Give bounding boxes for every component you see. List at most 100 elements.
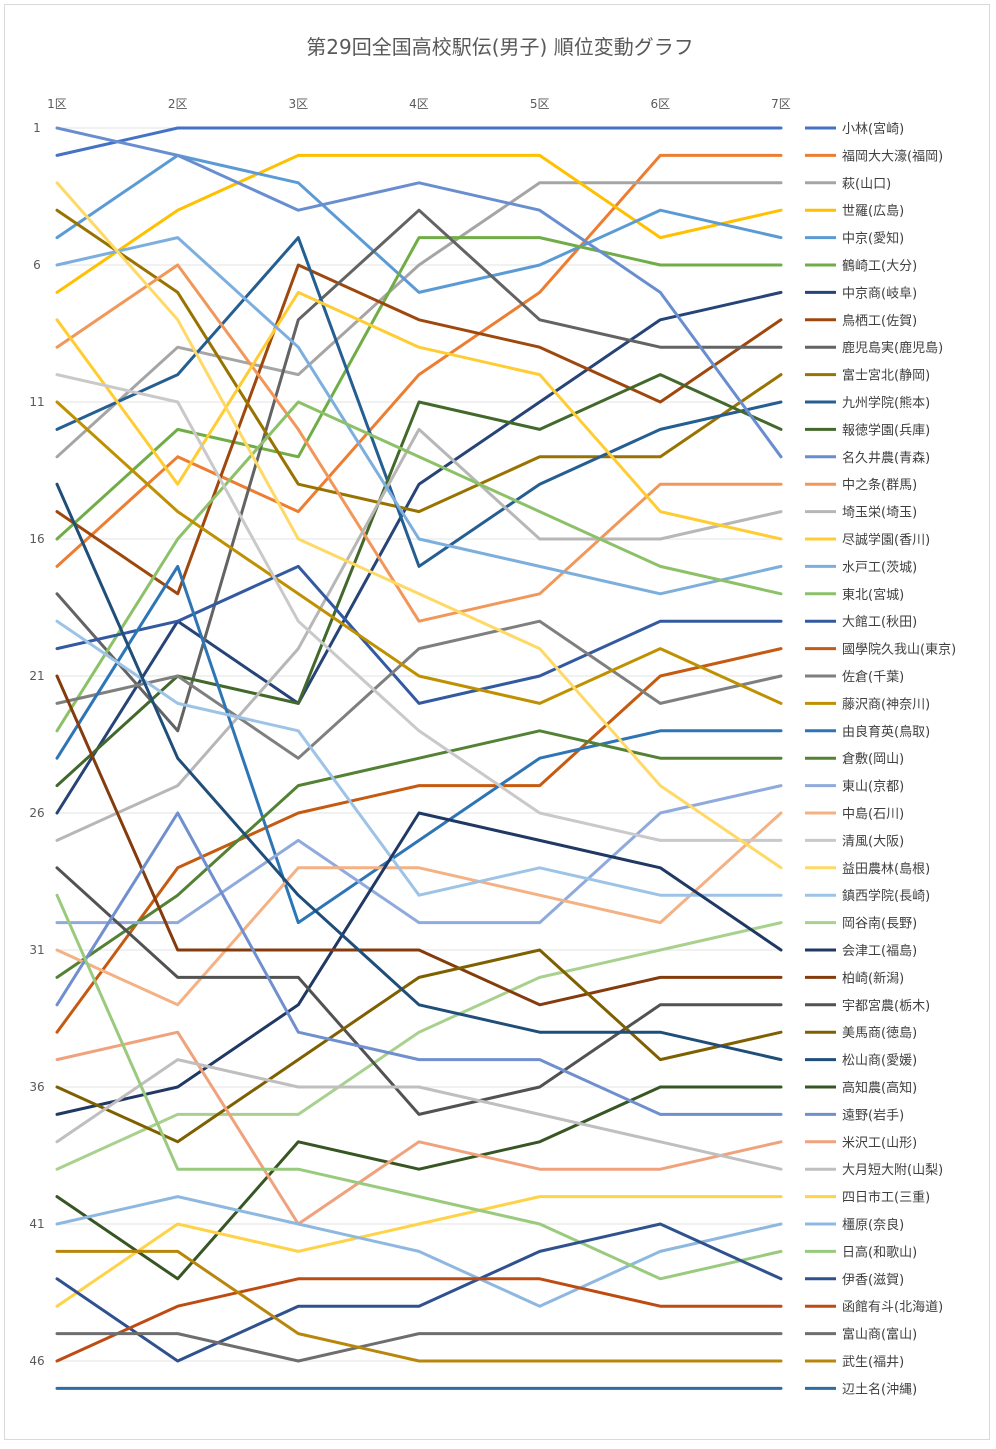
legend-label: 松山商(愛媛): [842, 1054, 917, 1069]
series-line: [55, 674, 783, 1007]
x-tick-label: 6区: [651, 97, 671, 111]
series-line: [55, 181, 783, 870]
series-line: [55, 153, 783, 294]
legend-label: 中京商(岐阜): [842, 285, 917, 301]
legend-label: 遠野(岩手): [842, 1108, 904, 1123]
series-line: [55, 1030, 783, 1226]
legend-label: 武生(福井): [842, 1355, 904, 1370]
series-line: [55, 126, 783, 157]
series-line: [55, 427, 783, 842]
y-tick-label: 26: [29, 806, 44, 820]
legend: 小林(宮崎) 福岡大大濠(福岡) 萩(山口) 世羅(広島) 中京(愛知) 鶴崎工(大分) 中…: [805, 121, 956, 1397]
series-line: [55, 400, 783, 705]
series-line: [55, 1332, 783, 1363]
legend-label: 宇都宮農(栃木): [842, 998, 930, 1014]
series-line: [55, 811, 783, 1007]
series-line: [55, 1058, 783, 1171]
series-line: [55, 290, 783, 815]
series-line: [55, 263, 783, 596]
legend-label: 函館有斗(北海道): [842, 1300, 943, 1315]
legend-label: 世羅(広島): [842, 204, 904, 219]
series-line: [55, 893, 783, 1281]
legend-label: 岡谷南(長野): [842, 916, 917, 932]
legend-label: 名久井農(青森): [842, 450, 930, 466]
series-line: [55, 1249, 783, 1363]
series-line: [55, 181, 783, 459]
legend-label: 倉敷(岡山): [842, 752, 904, 767]
legend-label: 中島(石川): [842, 807, 904, 822]
series-line: [55, 1277, 783, 1363]
series-line: [55, 1195, 783, 1308]
series-line: [55, 153, 783, 568]
legend-label: 萩(山口): [842, 177, 891, 192]
series-line: [55, 400, 783, 733]
series-line: [55, 866, 783, 1116]
chart-frame: [4, 4, 990, 1440]
legend-label: 高知農(高知): [842, 1080, 917, 1096]
legend-label: 清風(大阪): [842, 834, 904, 849]
legend-label: 大月短大附(山梨): [842, 1163, 943, 1178]
x-tick-label: 2区: [168, 97, 188, 111]
legend-label: 鳥栖工(佐賀): [842, 314, 917, 329]
legend-label: 福岡大大濠(福岡): [842, 148, 943, 164]
series-line: [55, 482, 783, 1062]
legend-label: 富士宮北(静岡): [842, 368, 930, 384]
series-line: [55, 921, 783, 1171]
series-line: [55, 126, 783, 459]
y-tick-label: 6: [33, 258, 41, 272]
series-line: [55, 811, 783, 1116]
series-line: [55, 236, 783, 568]
series-line: [55, 564, 783, 925]
series-line: [55, 948, 783, 1144]
series-line: [55, 373, 783, 788]
series-line: [55, 647, 783, 1034]
series-line: [55, 263, 783, 623]
series-line: [55, 236, 783, 541]
y-tick-label: 21: [29, 669, 44, 683]
legend-label: 鹿児島実(鹿児島): [842, 340, 943, 356]
series-line: [55, 784, 783, 925]
grid-layer: [57, 127, 781, 1362]
series-line: [55, 564, 783, 705]
legend-label: 辺土名(沖縄): [842, 1381, 917, 1397]
legend-label: 由良育英(鳥取): [842, 724, 930, 740]
legend-label: 伊香(滋賀): [842, 1273, 904, 1288]
series-line: [55, 290, 783, 541]
legend-label: 橿原(奈良): [842, 1217, 904, 1233]
legend-label: 美馬商(徳島): [842, 1026, 917, 1041]
legend-label: 大館工(秋田): [842, 615, 917, 630]
legend-label: 益田農林(島根): [842, 862, 930, 877]
legend-label: 鶴崎工(大分): [842, 258, 917, 274]
legend-label: 米沢工(山形): [842, 1136, 917, 1151]
x-tick-label: 1区: [47, 97, 67, 111]
legend-label: 中京(愛知): [842, 231, 904, 247]
series-line: [55, 1085, 783, 1281]
series-line: [55, 208, 783, 514]
y-tick-label: 1: [33, 121, 41, 135]
legend-label: 東北(宮城): [842, 587, 904, 603]
legend-label: 報徳学園(兵庫): [842, 422, 930, 438]
legend-label: 日高(和歌山): [842, 1244, 917, 1260]
series-line: [55, 619, 783, 760]
series-line: [55, 236, 783, 596]
y-tick-label: 31: [29, 943, 44, 957]
legend-label: 鎮西学院(長崎): [842, 888, 930, 904]
x-tick-label: 3区: [289, 97, 309, 111]
legend-label: 柏崎(新潟): [842, 970, 904, 986]
legend-label: 國學院久我山(東京): [842, 642, 956, 658]
series-line: [55, 729, 783, 979]
legend-label: 佐倉(千葉): [842, 670, 904, 685]
x-tick-label: 5区: [530, 97, 550, 111]
series-line: [55, 208, 783, 733]
legend-label: 会津工(福島): [842, 944, 917, 959]
y-tick-label: 11: [29, 395, 44, 409]
series-line: [55, 619, 783, 897]
series-line: [55, 1195, 783, 1308]
y-tick-label: 46: [29, 1354, 44, 1368]
series-lines: [55, 126, 783, 1390]
x-tick-label: 4区: [409, 97, 429, 111]
series-line: [55, 811, 783, 1116]
y-tick-label: 16: [29, 532, 44, 546]
y-tick-label: 41: [29, 1217, 44, 1231]
